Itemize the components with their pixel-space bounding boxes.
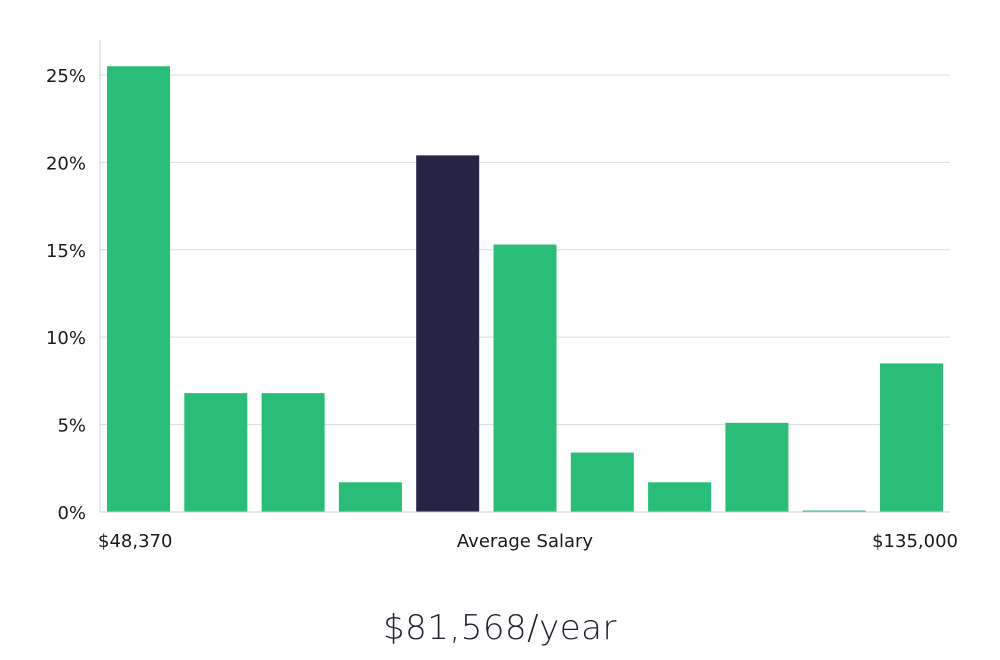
y-tick-label-20: 20% [46,153,86,174]
y-tick-label-25: 25% [46,66,86,87]
y-tick-label-15: 15% [46,241,86,262]
y-tick-label-10: 10% [46,328,86,349]
x-min-label: $48,370 [98,531,172,552]
chart-svg: 0% 5% 10% 15% 20% 25% $48,370 Average Salary $13… [46,40,958,552]
average-salary-summary: $81,568/year [383,608,617,648]
bar-9 [725,422,789,512]
bar-10 [802,510,866,512]
bar-average-salary [416,155,480,512]
bar-3 [261,393,325,512]
bar-7 [570,452,634,512]
bar-2 [184,393,248,512]
bar-6 [493,244,557,513]
bar-11 [880,363,943,512]
x-max-label: $135,000 [872,531,958,552]
bar-4 [338,482,402,512]
y-tick-label-5: 5% [57,416,86,437]
x-axis-title: Average Salary [457,531,594,552]
y-tick-label-0: 0% [57,503,86,524]
bar-8 [648,482,712,512]
bar-1 [107,66,170,512]
